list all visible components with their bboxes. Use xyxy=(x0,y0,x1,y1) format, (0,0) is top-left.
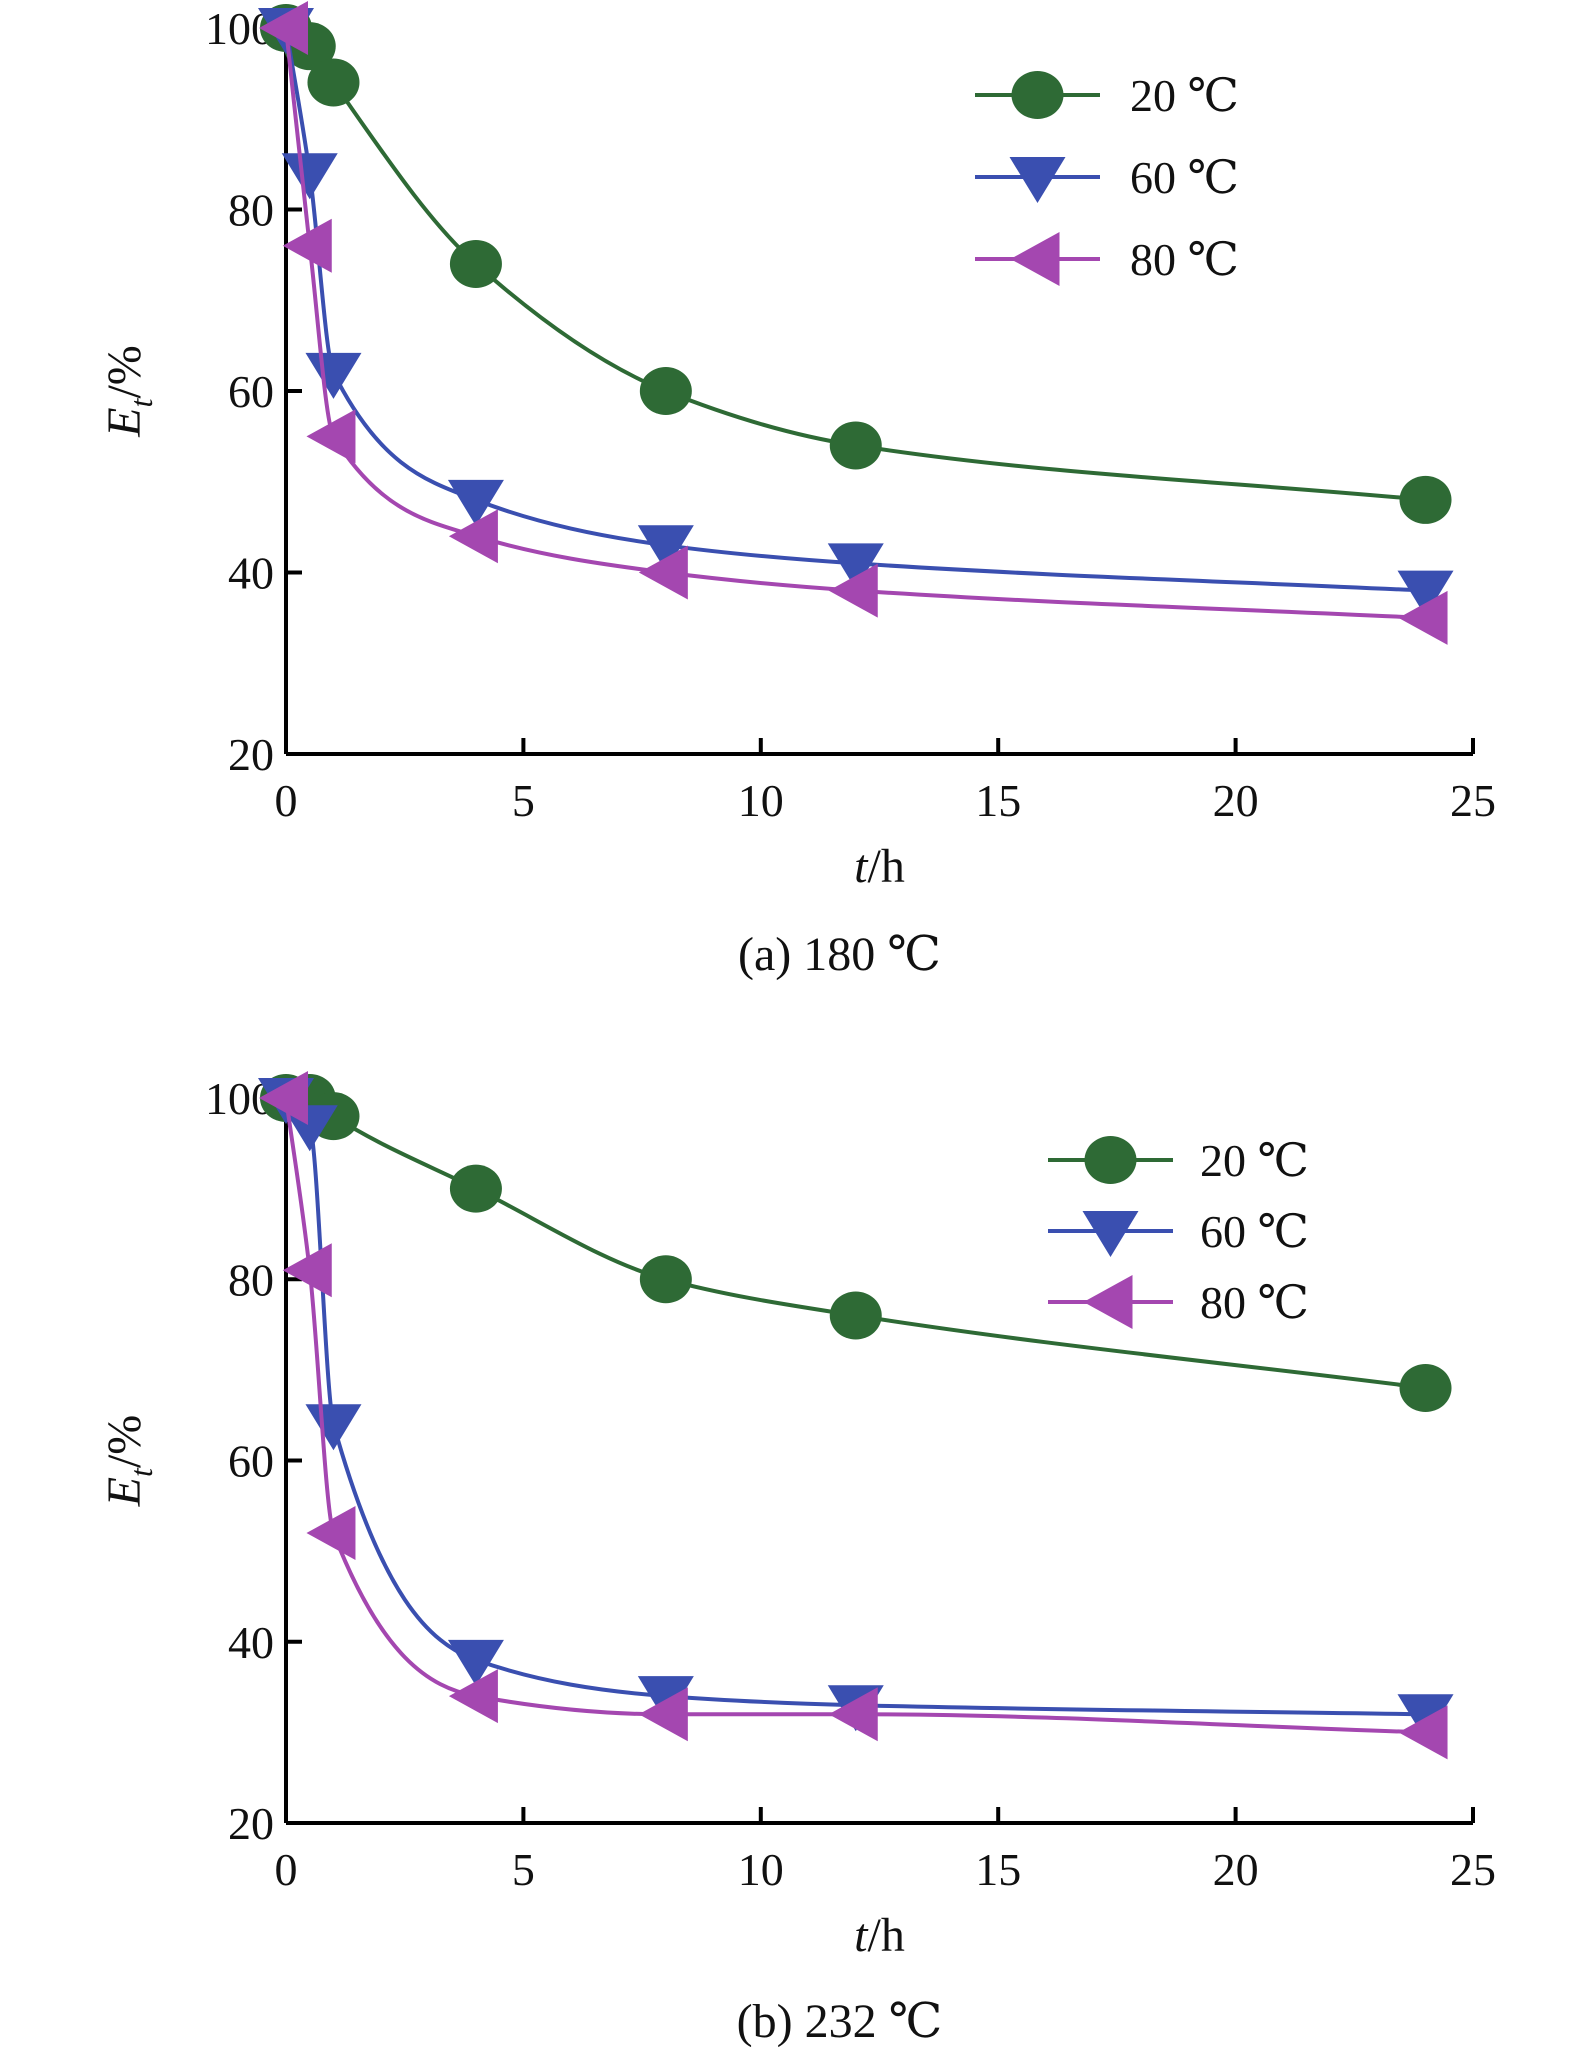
x-tick-label: 5 xyxy=(512,1844,535,1895)
legend-label: 60 ℃ xyxy=(1130,152,1239,203)
y-tick-label: 20 xyxy=(228,1798,274,1849)
series-3 xyxy=(259,1,1448,645)
data-point xyxy=(259,1071,308,1125)
data-point xyxy=(306,409,356,464)
y-tick-label: 60 xyxy=(228,366,274,417)
y-tick-label: 80 xyxy=(228,1254,274,1305)
data-point xyxy=(447,1639,504,1686)
series-3 xyxy=(259,1071,1448,1760)
data-point xyxy=(1397,570,1454,617)
data-point xyxy=(1398,590,1448,645)
legend-label: 60 ℃ xyxy=(1200,1206,1309,1257)
data-point xyxy=(638,1687,688,1742)
y-tick-label: 40 xyxy=(228,548,274,599)
data-point xyxy=(449,239,502,288)
y-axis-title: Et/% xyxy=(98,345,159,438)
x-tick-label: 10 xyxy=(738,775,784,826)
data-point xyxy=(829,1291,882,1340)
y-axis-title: Et/% xyxy=(98,1415,159,1508)
data-point xyxy=(447,479,504,526)
series-line xyxy=(284,27,1426,593)
legend-label: 80 ℃ xyxy=(1200,1277,1309,1328)
data-point xyxy=(307,58,360,107)
legend-marker xyxy=(1011,71,1064,119)
legend-label: 20 ℃ xyxy=(1130,70,1239,121)
data-point xyxy=(1399,1364,1452,1412)
x-tick-label: 10 xyxy=(738,1844,784,1895)
legend: 20 ℃ 60 ℃ 80 ℃ xyxy=(1048,1135,1309,1329)
series-line xyxy=(284,27,1426,620)
y-tick-label: 40 xyxy=(228,1617,274,1668)
panel-caption: (b) 232 ℃ xyxy=(737,1995,943,2048)
x-tick-label: 15 xyxy=(975,1844,1021,1895)
data-point xyxy=(1398,1705,1448,1760)
data-point xyxy=(281,153,338,200)
series-1 xyxy=(260,4,1452,524)
x-tick-label: 5 xyxy=(512,775,535,826)
x-tick-label: 25 xyxy=(1450,775,1496,826)
data-point xyxy=(282,1243,332,1298)
data-point xyxy=(1397,1694,1454,1741)
y-tick-label: 20 xyxy=(228,729,274,780)
legend-marker xyxy=(1009,157,1066,203)
data-point xyxy=(305,1404,362,1451)
y-tick-label: 60 xyxy=(228,1436,274,1487)
y-tick-label: 80 xyxy=(228,185,274,236)
data-point xyxy=(1399,475,1452,524)
data-point xyxy=(828,563,878,618)
legend: 20 ℃ 60 ℃ 80 ℃ xyxy=(975,70,1239,286)
data-point xyxy=(282,218,332,273)
x-axis-title: t/h xyxy=(854,1909,905,1962)
data-point xyxy=(828,1687,878,1742)
series-2 xyxy=(258,1078,1454,1741)
data-point xyxy=(305,352,362,399)
legend-marker xyxy=(1010,232,1060,286)
x-tick-label: 25 xyxy=(1450,1844,1496,1895)
legend-marker xyxy=(1083,1275,1133,1329)
legend-marker xyxy=(1084,1136,1137,1184)
panel-caption: (a) 180 ℃ xyxy=(738,928,941,981)
data-point xyxy=(449,1164,502,1213)
data-point xyxy=(637,1676,694,1723)
legend-label: 80 ℃ xyxy=(1130,234,1239,285)
data-point xyxy=(448,1669,498,1724)
data-point xyxy=(639,367,692,415)
data-point xyxy=(306,1506,356,1560)
legend-marker xyxy=(1082,1211,1139,1257)
data-point xyxy=(448,509,498,564)
data-point xyxy=(639,1255,692,1304)
data-point xyxy=(827,543,884,590)
series-line xyxy=(284,1096,1426,1717)
data-point xyxy=(259,1,308,55)
data-point xyxy=(637,525,694,572)
data-point xyxy=(638,545,688,600)
x-axis-title: t/h xyxy=(854,840,905,893)
x-tick-label: 20 xyxy=(1213,1844,1259,1895)
x-tick-label: 15 xyxy=(975,775,1021,826)
x-tick-label: 20 xyxy=(1213,775,1259,826)
x-tick-label: 0 xyxy=(275,1844,298,1895)
x-tick-label: 0 xyxy=(275,775,298,826)
data-point xyxy=(829,421,882,470)
legend-label: 20 ℃ xyxy=(1200,1135,1309,1186)
